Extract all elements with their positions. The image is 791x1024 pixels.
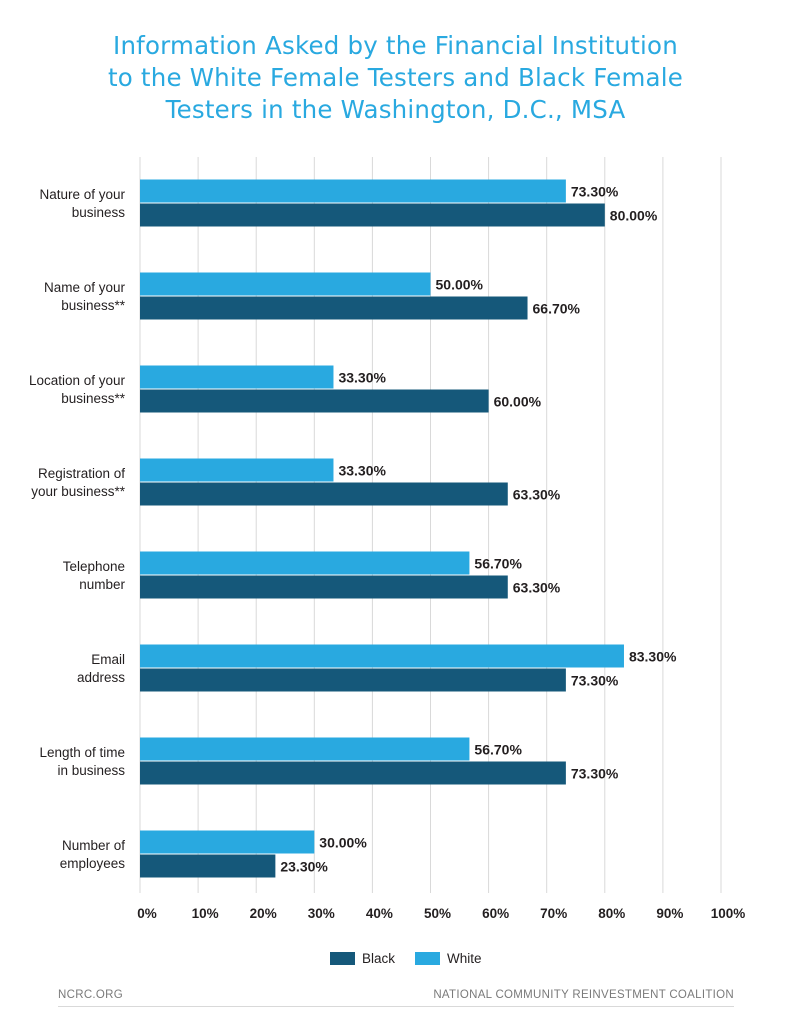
category-label: Registration of your business**: [31, 466, 126, 499]
chart-title-line-3: Testers in the Washington, D.C., MSA: [165, 95, 626, 124]
bar-white: [140, 272, 431, 296]
chart-title: Information Asked by the Financial Insti…: [20, 30, 771, 126]
data-label-black: 80.00%: [610, 208, 658, 224]
data-label-black: 73.30%: [571, 766, 619, 782]
bar-black: [140, 203, 605, 227]
legend-label-white: White: [447, 951, 482, 966]
x-tick-label: 60%: [482, 906, 509, 921]
x-tick-label: 20%: [250, 906, 277, 921]
data-label-black: 60.00%: [494, 394, 542, 410]
bars: [140, 179, 624, 878]
bar-white: [140, 458, 334, 482]
data-label-white: 56.70%: [474, 556, 522, 572]
x-tick-label: 70%: [540, 906, 567, 921]
data-label-black: 73.30%: [571, 673, 619, 689]
x-tick-label: 50%: [424, 906, 451, 921]
data-label-white: 83.30%: [629, 649, 677, 665]
category-label: Number of employees: [60, 838, 126, 871]
bar-white: [140, 551, 470, 575]
category-labels: Nature of your business Name of your busine…: [29, 187, 126, 871]
bar-black: [140, 482, 508, 506]
data-label-black: 66.70%: [533, 301, 581, 317]
category-label: Nature of your business: [39, 187, 125, 220]
category-label: Email address: [77, 652, 125, 685]
x-tick-label: 10%: [192, 906, 219, 921]
bar-black: [140, 575, 508, 599]
category-label: Length of time in business: [39, 745, 125, 778]
legend-swatch-white: [415, 952, 440, 965]
category-label: Name of your business**: [44, 280, 126, 313]
data-label-white: 33.30%: [338, 463, 386, 479]
x-tick-label: 90%: [656, 906, 683, 921]
bar-black: [140, 296, 528, 320]
footer-organization: NATIONAL COMMUNITY REINVESTMENT COALITIO…: [433, 989, 734, 1001]
footer-website: NCRC.ORG: [58, 989, 124, 1001]
bar-white: [140, 830, 315, 854]
chart-title-line-1: Information Asked by the Financial Insti…: [113, 31, 678, 60]
bar-white: [140, 644, 624, 668]
data-label-black: 63.30%: [513, 580, 561, 596]
data-label-white: 56.70%: [474, 742, 522, 758]
legend-swatch-black: [330, 952, 355, 965]
chart-title-line-2: to the White Female Testers and Black Fe…: [107, 63, 684, 92]
bar-white: [140, 179, 566, 203]
data-label-white: 30.00%: [319, 835, 367, 851]
x-tick-label: 100%: [711, 906, 746, 921]
legend: Black White: [330, 951, 482, 966]
bar-black: [140, 761, 566, 785]
data-label-black: 63.30%: [513, 487, 561, 503]
data-labels: 73.30% 80.00% 50.00% 66.70% 33.30% 60.00% 33.3…: [280, 184, 677, 875]
legend-label-black: Black: [362, 951, 395, 966]
category-label: Location of your business**: [29, 373, 126, 406]
x-tick-label: 40%: [366, 906, 393, 921]
bar-white: [140, 737, 470, 761]
data-label-white: 73.30%: [571, 184, 619, 200]
footer-divider: [58, 1006, 734, 1007]
data-label-white: 33.30%: [338, 370, 386, 386]
bar-white: [140, 365, 334, 389]
data-label-white: 50.00%: [436, 277, 484, 293]
x-tick-label: 0%: [137, 906, 157, 921]
x-tick-label: 80%: [598, 906, 625, 921]
x-axis-ticks: 0% 10% 20% 30% 40% 50% 60% 70% 80% 90% 100%: [137, 906, 745, 921]
data-label-black: 23.30%: [280, 859, 328, 875]
bar-black: [140, 668, 566, 692]
category-label: Telephone number: [63, 559, 126, 592]
bar-black: [140, 389, 489, 413]
x-tick-label: 30%: [308, 906, 335, 921]
bar-black: [140, 854, 276, 878]
